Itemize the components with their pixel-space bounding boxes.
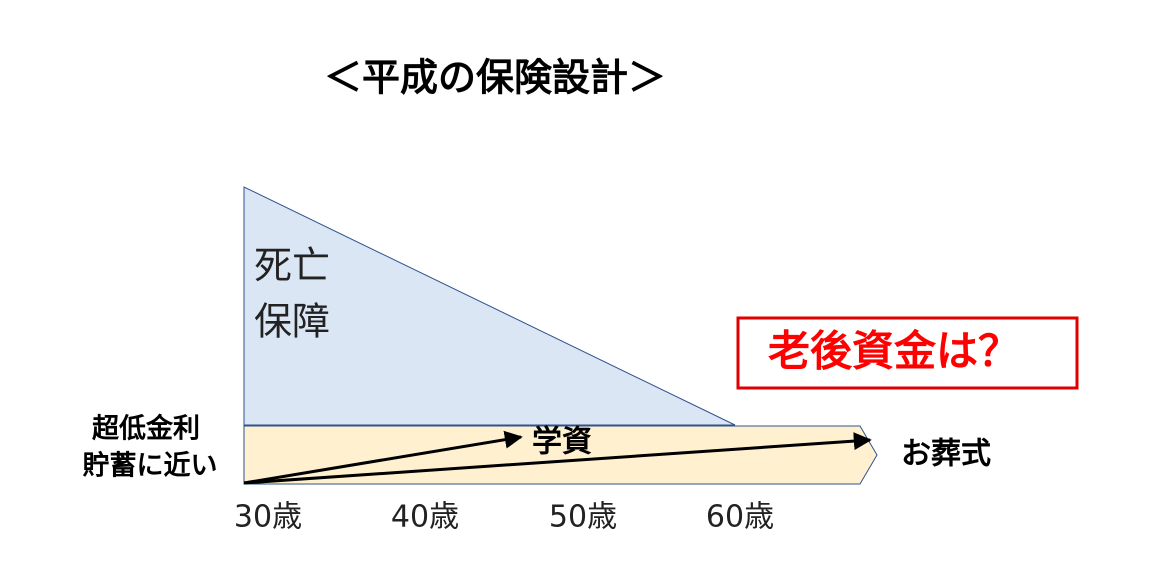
callout-box xyxy=(736,316,1079,390)
age-label: 40歳 xyxy=(391,500,459,535)
death-coverage-label: 死亡 xyxy=(254,244,330,288)
timeline-band xyxy=(243,425,878,485)
death-coverage-label: 保障 xyxy=(254,300,330,344)
education-label: 学資 xyxy=(532,425,592,460)
age-label: 30歳 xyxy=(234,500,302,535)
education-arrow xyxy=(243,430,523,485)
funeral-arrow xyxy=(243,432,872,485)
age-label: 50歳 xyxy=(549,500,617,535)
left-note: 貯蓄に近い xyxy=(83,451,218,482)
title: ＜平成の保険設計＞ xyxy=(324,56,666,100)
callout-text: 老後資金は？ xyxy=(768,327,1020,376)
death-coverage-triangle xyxy=(243,186,736,426)
funeral-label: お葬式 xyxy=(901,437,991,472)
left-note: 超低金利 xyxy=(92,413,200,445)
age-label: 60歳 xyxy=(706,500,774,535)
